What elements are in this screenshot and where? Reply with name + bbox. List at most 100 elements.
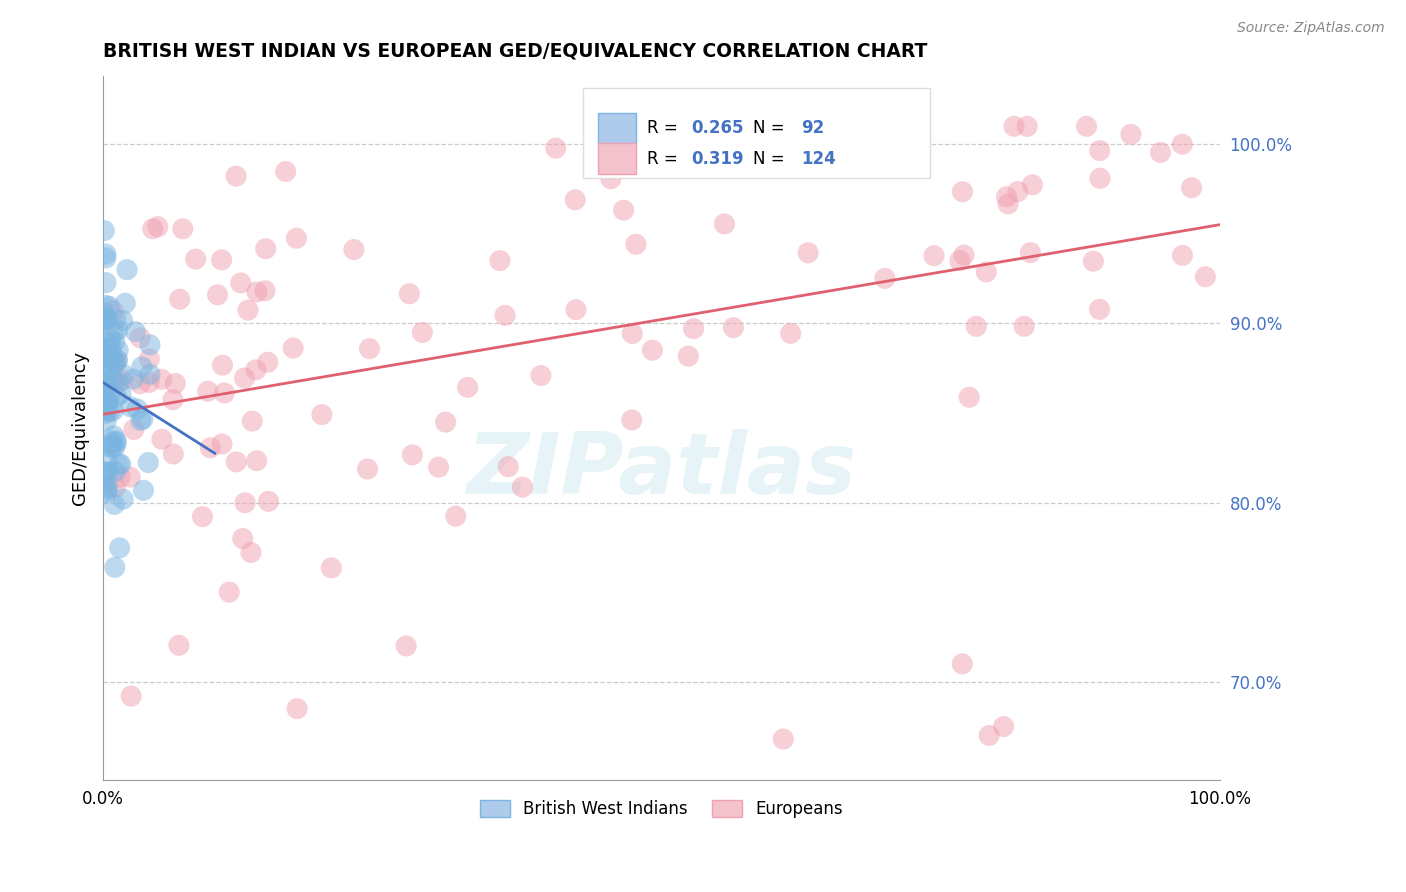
Point (93, 340, 115, 354)
Point (104, 440, 127, 454)
Point (122, 423, 145, 437)
Point (239, 545, 262, 559)
Point (101, 438, 124, 452)
Point (225, 169, 247, 183)
Point (107, 323, 129, 337)
Point (101, 350, 124, 364)
Point (427, 460, 450, 475)
Point (103, 325, 125, 339)
Point (107, 376, 129, 390)
Point (111, 313, 134, 327)
Point (131, 359, 153, 374)
Point (1012, 319, 1035, 334)
Point (1171, 248, 1194, 262)
Point (94, 414, 117, 428)
Point (139, 368, 162, 382)
Point (103, 429, 125, 443)
Point (94, 313, 117, 327)
Point (93, 394, 115, 409)
Point (98, 374, 121, 388)
Point (218, 585, 240, 599)
Point (207, 287, 229, 301)
Point (96, 376, 118, 390)
Point (976, 265, 998, 279)
Point (253, 284, 276, 298)
Point (93, 306, 115, 320)
Point (624, 237, 647, 252)
Point (150, 432, 173, 446)
Point (96, 482, 118, 496)
Point (120, 470, 142, 484)
Point (103, 498, 125, 512)
Point (122, 372, 145, 386)
Point (100, 434, 122, 449)
Point (232, 532, 254, 546)
Point (94, 298, 117, 312)
Point (257, 494, 280, 508)
Point (240, 414, 263, 428)
Point (101, 403, 124, 417)
Point (136, 456, 159, 470)
Point (682, 321, 704, 335)
Point (150, 372, 173, 386)
Point (162, 392, 184, 407)
Point (93, 313, 115, 327)
Point (108, 541, 131, 555)
Text: 124: 124 (801, 150, 835, 168)
Point (599, 171, 621, 186)
Point (132, 412, 155, 426)
Point (191, 509, 214, 524)
Point (93, 376, 115, 390)
Point (96, 485, 118, 500)
Point (104, 434, 127, 448)
Text: R =: R = (647, 150, 683, 168)
Point (94, 276, 117, 290)
Point (411, 326, 433, 340)
Point (96, 403, 118, 417)
Point (621, 326, 644, 341)
Point (512, 480, 534, 494)
Point (401, 448, 423, 462)
Point (233, 496, 256, 510)
Point (236, 303, 259, 318)
Point (97, 466, 120, 480)
Point (96, 311, 118, 326)
Point (104, 354, 127, 368)
Point (107, 343, 129, 358)
Point (395, 639, 418, 653)
Text: 0.265: 0.265 (692, 120, 744, 137)
Point (93, 478, 115, 492)
Point (457, 380, 479, 394)
Point (97, 359, 120, 374)
Point (98, 299, 121, 313)
Point (129, 376, 152, 391)
Point (100, 332, 122, 346)
Point (489, 253, 512, 268)
Point (1007, 185, 1029, 199)
Point (281, 341, 304, 355)
Point (100, 342, 122, 356)
Point (246, 285, 269, 299)
Point (93, 381, 115, 395)
Point (132, 483, 155, 498)
Point (138, 351, 160, 366)
Point (104, 334, 127, 349)
Point (1088, 144, 1111, 158)
Point (96, 455, 118, 469)
Point (766, 120, 789, 134)
Point (93, 342, 115, 356)
Point (233, 371, 256, 385)
Point (110, 457, 132, 471)
Point (172, 221, 194, 235)
Point (952, 185, 974, 199)
Text: Source: ZipAtlas.com: Source: ZipAtlas.com (1237, 21, 1385, 36)
Point (398, 286, 420, 301)
Point (104, 357, 127, 371)
Point (246, 454, 269, 468)
Point (139, 337, 162, 351)
Point (565, 302, 588, 317)
Point (225, 455, 247, 469)
Point (94, 465, 117, 479)
Point (101, 357, 124, 371)
Point (93, 395, 115, 409)
